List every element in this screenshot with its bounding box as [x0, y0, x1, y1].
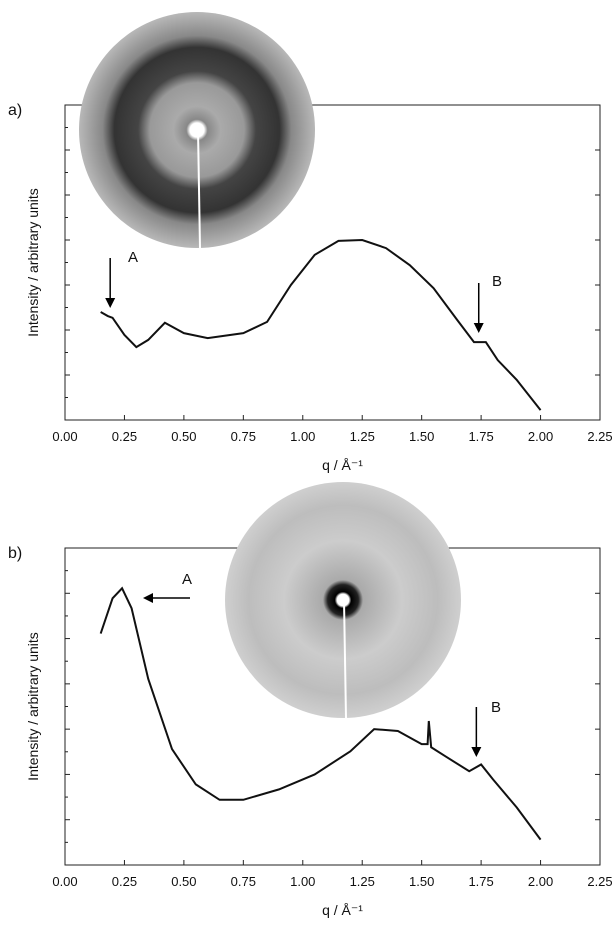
data-line — [99, 586, 542, 841]
x-tick-label: 0.25 — [112, 429, 137, 444]
diffraction-image — [79, 12, 315, 248]
annotation-arrowhead — [471, 747, 482, 757]
annotation-label: A — [128, 249, 138, 266]
annotation-arrowhead — [473, 323, 484, 333]
x-tick-label: 0.50 — [171, 874, 196, 889]
y-axis-label: Intensity / arbitrary units — [25, 632, 41, 781]
x-tick-label: 0.75 — [231, 429, 256, 444]
x-tick-label: 1.25 — [350, 874, 375, 889]
y-axis-label: Intensity / arbitrary units — [25, 188, 41, 337]
beam-stop — [343, 599, 347, 719]
x-tick-label: 1.50 — [409, 874, 434, 889]
x-tick-label: 1.50 — [409, 429, 434, 444]
x-tick-label: 0.00 — [52, 874, 77, 889]
x-axis-label: q / Å⁻¹ — [322, 457, 363, 473]
x-tick-label: 1.25 — [350, 429, 375, 444]
x-tick-label: 1.75 — [468, 874, 493, 889]
x-tick-label: 2.25 — [587, 874, 612, 889]
diffraction-image — [225, 482, 461, 718]
panel-label: a) — [8, 102, 22, 119]
x-tick-label: 1.00 — [290, 429, 315, 444]
x-tick-label: 0.75 — [231, 874, 256, 889]
annotation-label: B — [491, 699, 501, 716]
x-axis-label: q / Å⁻¹ — [322, 902, 363, 918]
x-tick-label: 2.00 — [528, 874, 553, 889]
x-tick-label: 0.25 — [112, 874, 137, 889]
annotation-label: B — [492, 273, 502, 290]
x-tick-label: 2.25 — [587, 429, 612, 444]
x-tick-label: 0.00 — [52, 429, 77, 444]
beam-stop — [197, 129, 201, 249]
x-tick-label: 1.75 — [468, 429, 493, 444]
annotation-arrowhead — [143, 593, 153, 603]
x-tick-label: 1.00 — [290, 874, 315, 889]
x-tick-label: 0.50 — [171, 429, 196, 444]
annotation-label: A — [182, 571, 192, 588]
data-line — [100, 238, 542, 411]
x-tick-label: 2.00 — [528, 429, 553, 444]
panel-label: b) — [8, 545, 22, 562]
annotation-arrowhead — [105, 298, 116, 308]
